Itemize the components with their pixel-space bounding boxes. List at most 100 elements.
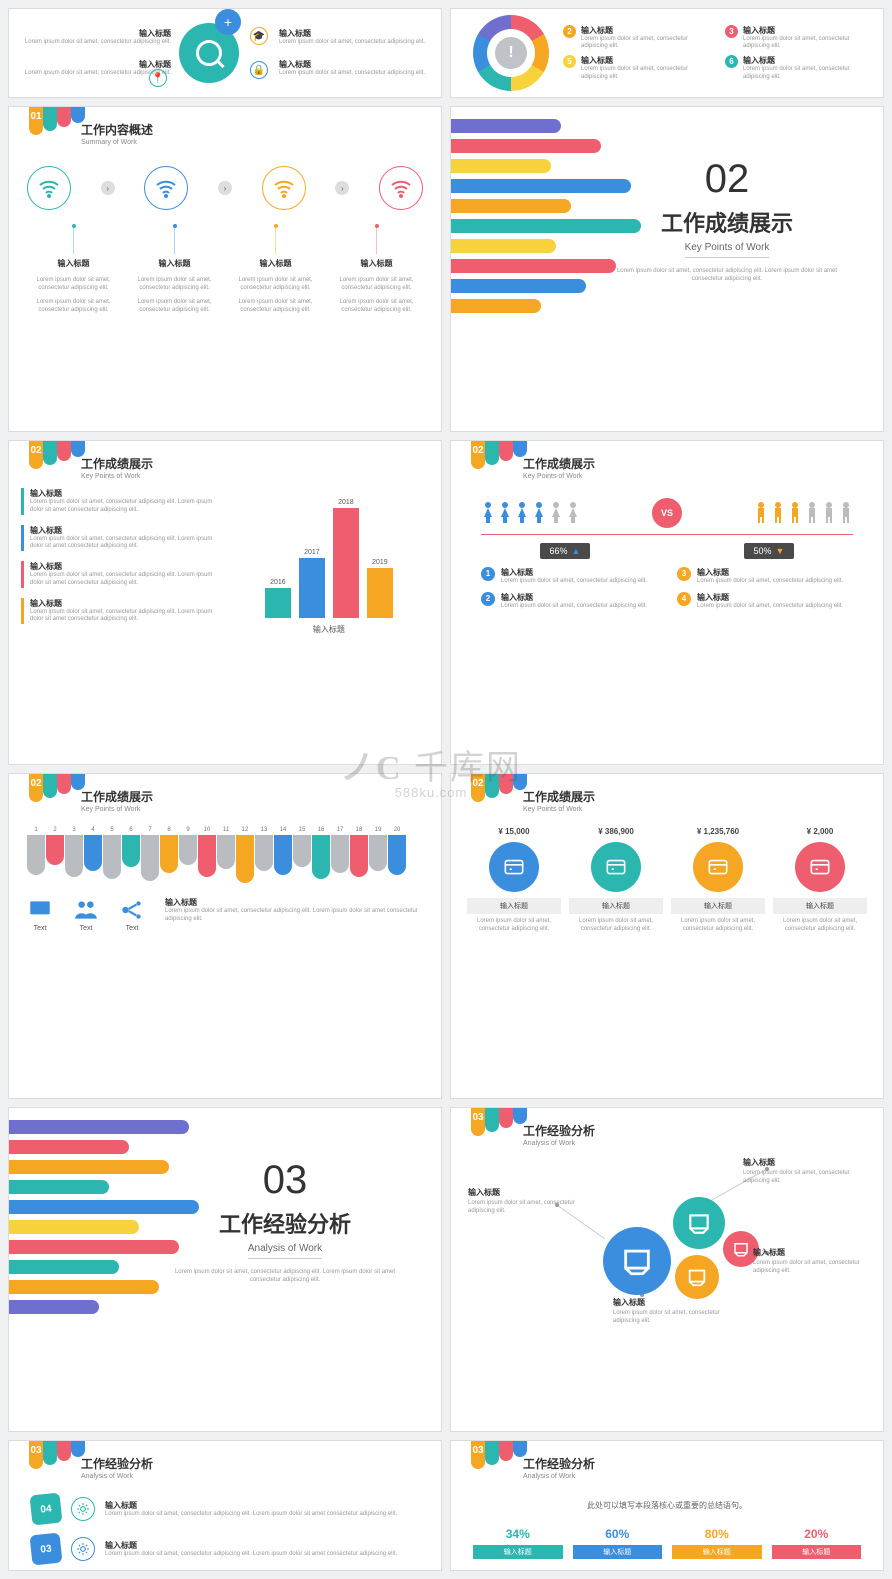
list-item: 4 输入标题Lorem ipsum dolor sit amet, consec…	[677, 592, 853, 611]
pct-item: 80% 输入标题	[672, 1527, 762, 1559]
person-icon	[754, 501, 768, 525]
slide-num: 02	[30, 778, 41, 789]
day-num: 19	[369, 827, 387, 833]
slide-num: 02	[30, 445, 41, 456]
s1-lorem: Lorem ipsum dolor sit amet, consectetur …	[21, 39, 171, 47]
person-icon	[498, 501, 512, 525]
slide-12: 03 工作经验分析Analysis of Work 此处可以填写本段落核心或重要…	[450, 1440, 884, 1571]
cluster-label: 输入标题Lorem ipsum dolor sit amet, consecte…	[743, 1157, 853, 1186]
day-num: 13	[255, 827, 273, 833]
arrow-icon: ›	[218, 181, 232, 195]
decor-bar	[8, 1240, 179, 1254]
decor-bar	[8, 1220, 139, 1234]
day-num: 17	[331, 827, 349, 833]
slide-title: 工作经验分析	[523, 1122, 871, 1139]
list-item: 3 输入标题Lorem ipsum dolor sit amet, consec…	[725, 25, 871, 52]
money-circle-icon	[795, 842, 845, 892]
day-bar	[84, 835, 102, 871]
cluster-label: 输入标题Lorem ipsum dolor sit amet, consecte…	[753, 1247, 863, 1276]
day-num: 20	[388, 827, 406, 833]
decor-bar	[8, 1140, 129, 1154]
day-bar	[312, 835, 330, 879]
day-bar	[331, 835, 349, 873]
decor-bar	[450, 279, 586, 293]
decor-bar	[450, 179, 631, 193]
icon-share: Text	[119, 897, 145, 932]
s1-lorem4: Lorem ipsum dolor sit amet, consectetur …	[279, 70, 429, 78]
person-icon	[805, 501, 819, 525]
day-num: 16	[312, 827, 330, 833]
chart-bar: 2016	[265, 579, 291, 618]
list-item: 2 输入标题Lorem ipsum dolor sit amet, consec…	[481, 592, 657, 611]
day-bar	[122, 835, 140, 867]
column-item: 输入标题 Lorem ipsum dolor sit amet, consect…	[229, 224, 322, 314]
slide-title: 工作经验分析	[81, 1455, 429, 1472]
decor-bar	[450, 219, 641, 233]
slide-subtitle: Analysis of Work	[523, 1140, 871, 1147]
slide-9-section: 03 工作经验分析 Analysis of Work Lorem ipsum d…	[8, 1107, 442, 1433]
wifi-icon	[27, 166, 71, 210]
num-badge: 3	[725, 25, 738, 38]
chart-bar: 2017	[299, 549, 325, 618]
day-num: 11	[217, 827, 235, 833]
day-bar	[27, 835, 45, 875]
desc-title: 输入标题	[165, 897, 423, 908]
chart-bar: 2019	[367, 559, 393, 618]
day-bar	[369, 835, 387, 871]
slide-6: 02 工作成绩展示Key Points of Work VS 66% ▲ 50%…	[450, 440, 884, 766]
money-circle-icon	[489, 842, 539, 892]
num-badge: 6	[725, 55, 738, 68]
money-item: ¥ 2,000 输入标题 Lorem ipsum dolor sit amet,…	[773, 827, 867, 934]
day-bar	[217, 835, 235, 869]
s1-label4: 输入标题	[279, 59, 429, 70]
list-item: 5 输入标题Lorem ipsum dolor sit amet, consec…	[563, 55, 709, 82]
slide-subtitle: Key Points of Work	[81, 473, 429, 480]
day-num: 7	[141, 827, 159, 833]
slide-num: 03	[472, 1445, 483, 1456]
list-item: 1 输入标题Lorem ipsum dolor sit amet, consec…	[481, 567, 657, 586]
day-num: 3	[65, 827, 83, 833]
slide-num: 03	[472, 1112, 483, 1123]
money-item: ¥ 386,900 输入标题 Lorem ipsum dolor sit ame…	[569, 827, 663, 934]
slide-4-section: 02 工作成绩展示 Key Points of Work Lorem ipsum…	[450, 106, 884, 432]
day-bar	[236, 835, 254, 883]
s1-label2: 输入标题	[21, 59, 171, 70]
slide-subtitle: Analysis of Work	[81, 1473, 429, 1480]
day-num: 1	[27, 827, 45, 833]
slide-10: 03 工作经验分析Analysis of Work 输入标题Lorem ipsu…	[450, 1107, 884, 1433]
slide-7: 02 工作成绩展示Key Points of Work 123456789101…	[8, 773, 442, 1099]
list-item: 3 输入标题Lorem ipsum dolor sit amet, consec…	[677, 567, 853, 586]
arrow-icon: ›	[101, 181, 115, 195]
list-item: 2 输入标题Lorem ipsum dolor sit amet, consec…	[563, 25, 709, 52]
slide-title: 工作内容概述	[81, 121, 429, 138]
day-bar	[141, 835, 159, 881]
money-circle-icon	[591, 842, 641, 892]
list-row: 04 输入标题Lorem ipsum dolor sit amet, conse…	[31, 1494, 419, 1524]
slide-title: 工作成绩展示	[81, 455, 429, 472]
chart-bar: 2018	[333, 499, 359, 618]
money-item: ¥ 15,000 输入标题 Lorem ipsum dolor sit amet…	[467, 827, 561, 934]
day-num: 14	[274, 827, 292, 833]
day-num: 2	[46, 827, 64, 833]
day-num: 9	[179, 827, 197, 833]
person-icon	[788, 501, 802, 525]
slide-subtitle: Summary of Work	[81, 139, 429, 146]
s1-center-circle: +	[179, 23, 239, 83]
slide-subtitle: Key Points of Work	[523, 473, 871, 480]
divider	[481, 534, 853, 535]
decor-bar	[450, 159, 551, 173]
person-icon	[822, 501, 836, 525]
person-icon	[566, 501, 580, 525]
day-bar	[46, 835, 64, 865]
row-icon	[71, 1537, 95, 1561]
day-bar	[198, 835, 216, 877]
cluster-circle	[673, 1197, 725, 1249]
desc-text: Lorem ipsum dolor sit amet, consectetur …	[165, 908, 423, 924]
icon-presentation: Text	[27, 897, 53, 932]
num-badge: 2	[563, 25, 576, 38]
day-num: 5	[103, 827, 121, 833]
slide-grid: 输入标题 Lorem ipsum dolor sit amet, consect…	[8, 8, 884, 1571]
decor-bar	[8, 1300, 99, 1314]
slide-title: 工作经验分析	[523, 1455, 871, 1472]
pin-icon: 📍	[149, 69, 167, 87]
